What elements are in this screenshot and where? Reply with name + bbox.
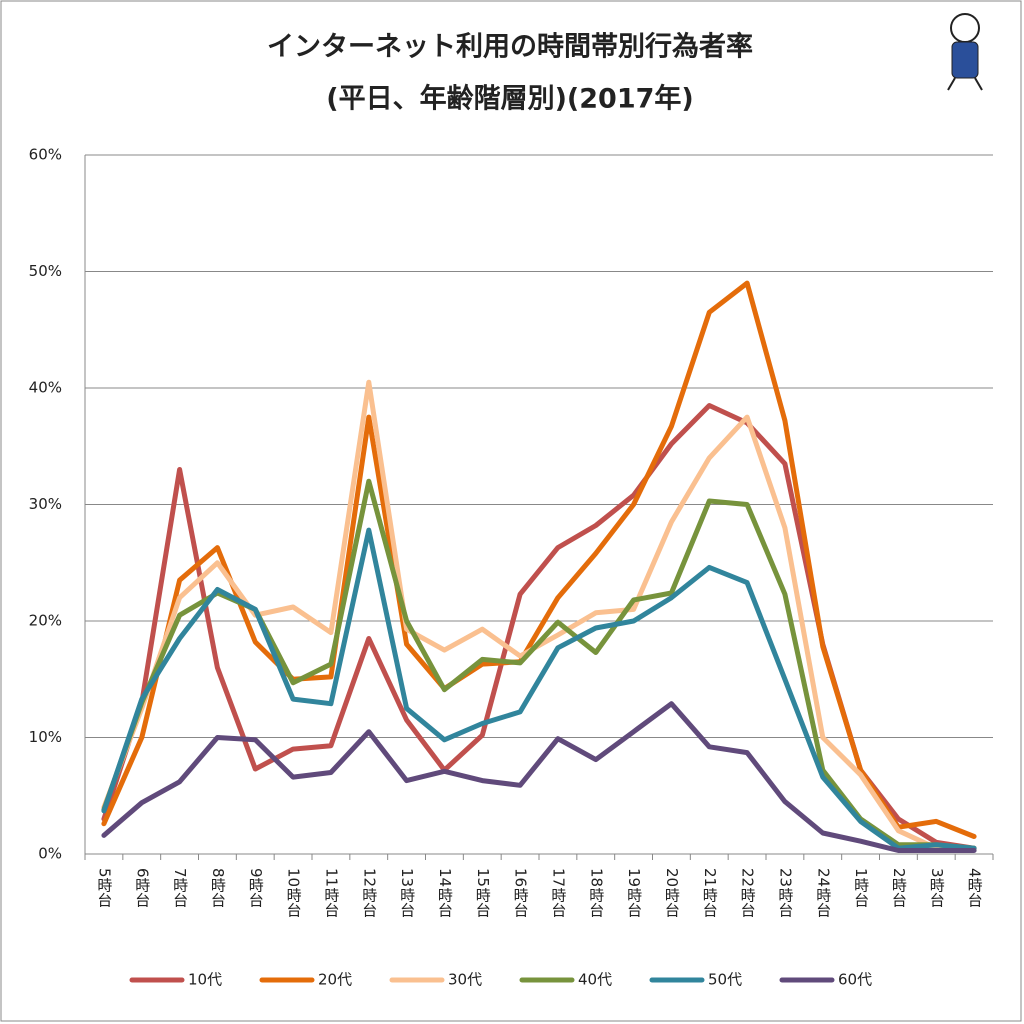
- x-tick-label: 24時台: [814, 868, 832, 917]
- y-tick-label: 40%: [29, 379, 62, 397]
- x-tick-label: 16時台: [512, 868, 530, 917]
- x-tick-label: 1時台: [852, 868, 870, 908]
- y-tick-label: 60%: [29, 146, 62, 164]
- y-tick-label: 10%: [29, 728, 62, 746]
- x-tick-label: 19時台: [625, 868, 643, 917]
- legend-label: 40代: [578, 971, 612, 989]
- x-tick-label: 21時台: [701, 868, 719, 917]
- chart-title: インターネット利用の時間帯別行為者率: [267, 31, 753, 63]
- legend-label: 50代: [708, 971, 742, 989]
- series-line: [101, 701, 977, 853]
- x-tick-label: 9時台: [247, 868, 265, 908]
- x-tick-label: 22時台: [739, 868, 757, 917]
- x-tick-label: 3時台: [928, 868, 946, 908]
- x-tick-label: 20時台: [663, 868, 681, 917]
- x-tick-label: 14時台: [436, 868, 454, 917]
- x-tick-label: 5時台: [95, 868, 113, 908]
- x-tick-label: 17時台: [549, 868, 567, 917]
- x-tick-label: 13時台: [398, 868, 416, 917]
- x-tick-label: 18時台: [587, 868, 605, 917]
- series-line: [101, 527, 977, 851]
- x-tick-label: 6時台: [133, 868, 151, 908]
- chart-subtitle: (平日、年齢階層別)(2017年): [326, 83, 694, 115]
- x-tick-label: 2時台: [890, 868, 908, 908]
- y-tick-label: 0%: [38, 845, 62, 863]
- legend-label: 30代: [448, 971, 482, 989]
- mascot-icon: [947, 13, 983, 91]
- legend-label: 20代: [318, 971, 352, 989]
- legend-label: 60代: [838, 971, 872, 989]
- x-tick-label: 12時台: [360, 868, 378, 917]
- x-tick-label: 4時台: [966, 868, 984, 908]
- x-tick-label: 8時台: [209, 868, 227, 908]
- x-tick-label: 15時台: [474, 868, 492, 917]
- y-tick-label: 50%: [29, 262, 62, 280]
- x-tick-label: 7時台: [171, 868, 189, 908]
- y-tick-label: 20%: [29, 612, 62, 630]
- x-tick-label: 23時台: [776, 868, 794, 917]
- x-tick-label: 11時台: [322, 868, 340, 917]
- x-tick-label: 10時台: [285, 868, 303, 917]
- series-line: [101, 280, 977, 839]
- legend-label: 10代: [188, 971, 222, 989]
- y-tick-label: 30%: [29, 495, 62, 513]
